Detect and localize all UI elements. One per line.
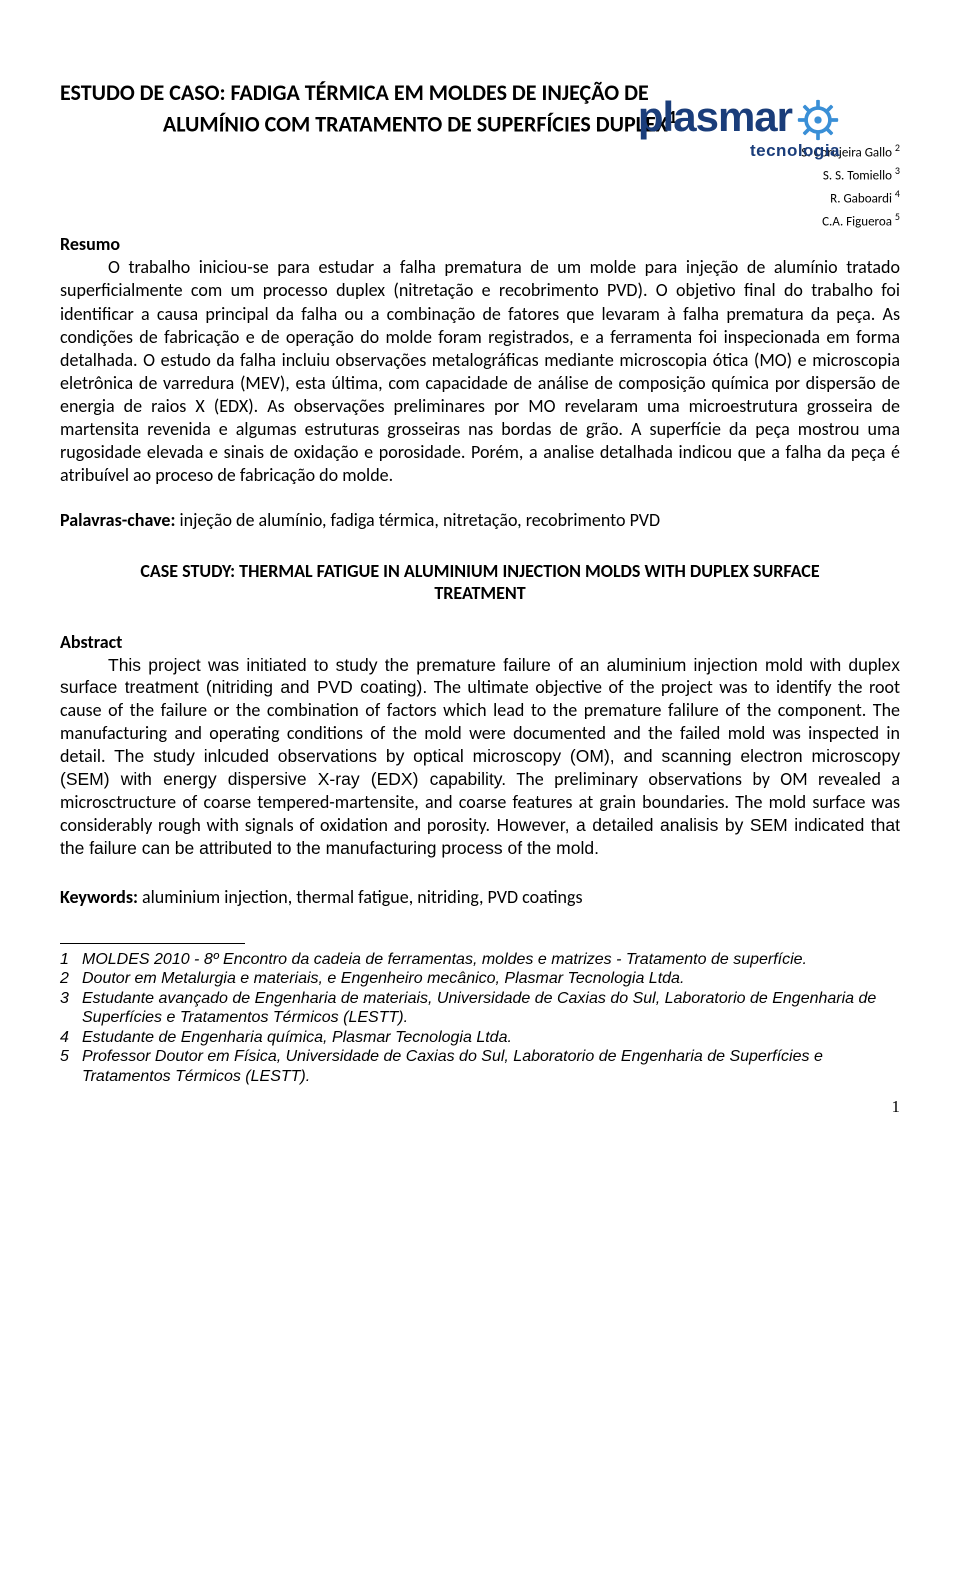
keywords-en-label: Keywords: [60, 886, 138, 908]
resumo-heading: Resumo [60, 233, 900, 256]
abstract-heading: Abstract [60, 631, 900, 654]
footnote: 3Estudante avançado de Engenharia de mat… [60, 989, 900, 1028]
footnote: 2Doutor em Metalurgia e materiais, e Eng… [60, 969, 900, 989]
abstract-body: This project was initiated to study the … [60, 654, 900, 860]
footnotes: 1MOLDES 2010 - 8º Encontro da cadeia de … [60, 950, 900, 1087]
en-title-line2: TREATMENT [60, 582, 900, 605]
palavras-chave: Palavras-chave: injeção de alumínio, fad… [60, 509, 900, 532]
gear-icon [796, 98, 840, 142]
palavras-chave-text: injeção de alumínio, fadiga térmica, nit… [180, 509, 661, 531]
keywords-en-text: aluminium injection, thermal fatigue, ni… [142, 886, 582, 908]
resumo-body: O trabalho iniciou-se para estudar a fal… [60, 256, 900, 486]
footnote: 1MOLDES 2010 - 8º Encontro da cadeia de … [60, 950, 900, 970]
footnote: 5Professor Doutor em Física, Universidad… [60, 1047, 900, 1086]
author: C.A. Figueroa 5 [60, 209, 900, 232]
logo-tagline: tecnologia [638, 144, 840, 158]
footnote-rule [60, 943, 245, 944]
logo-brand: plasmar [638, 93, 792, 140]
en-title-line1: CASE STUDY: THERMAL FATIGUE IN ALUMINIUM… [60, 560, 900, 583]
keywords-en: Keywords: aluminium injection, thermal f… [60, 886, 900, 909]
author: R. Gaboardi 4 [60, 186, 900, 209]
palavras-chave-label: Palavras-chave: [60, 509, 175, 531]
paper-title-en: CASE STUDY: THERMAL FATIGUE IN ALUMINIUM… [60, 560, 900, 605]
logo: plasmar tecnologia [638, 98, 840, 158]
footnote: 4Estudante de Engenharia química, Plasma… [60, 1028, 900, 1048]
page-number: 1 [60, 1096, 900, 1118]
author: S. S. Tomiello 3 [60, 163, 900, 186]
